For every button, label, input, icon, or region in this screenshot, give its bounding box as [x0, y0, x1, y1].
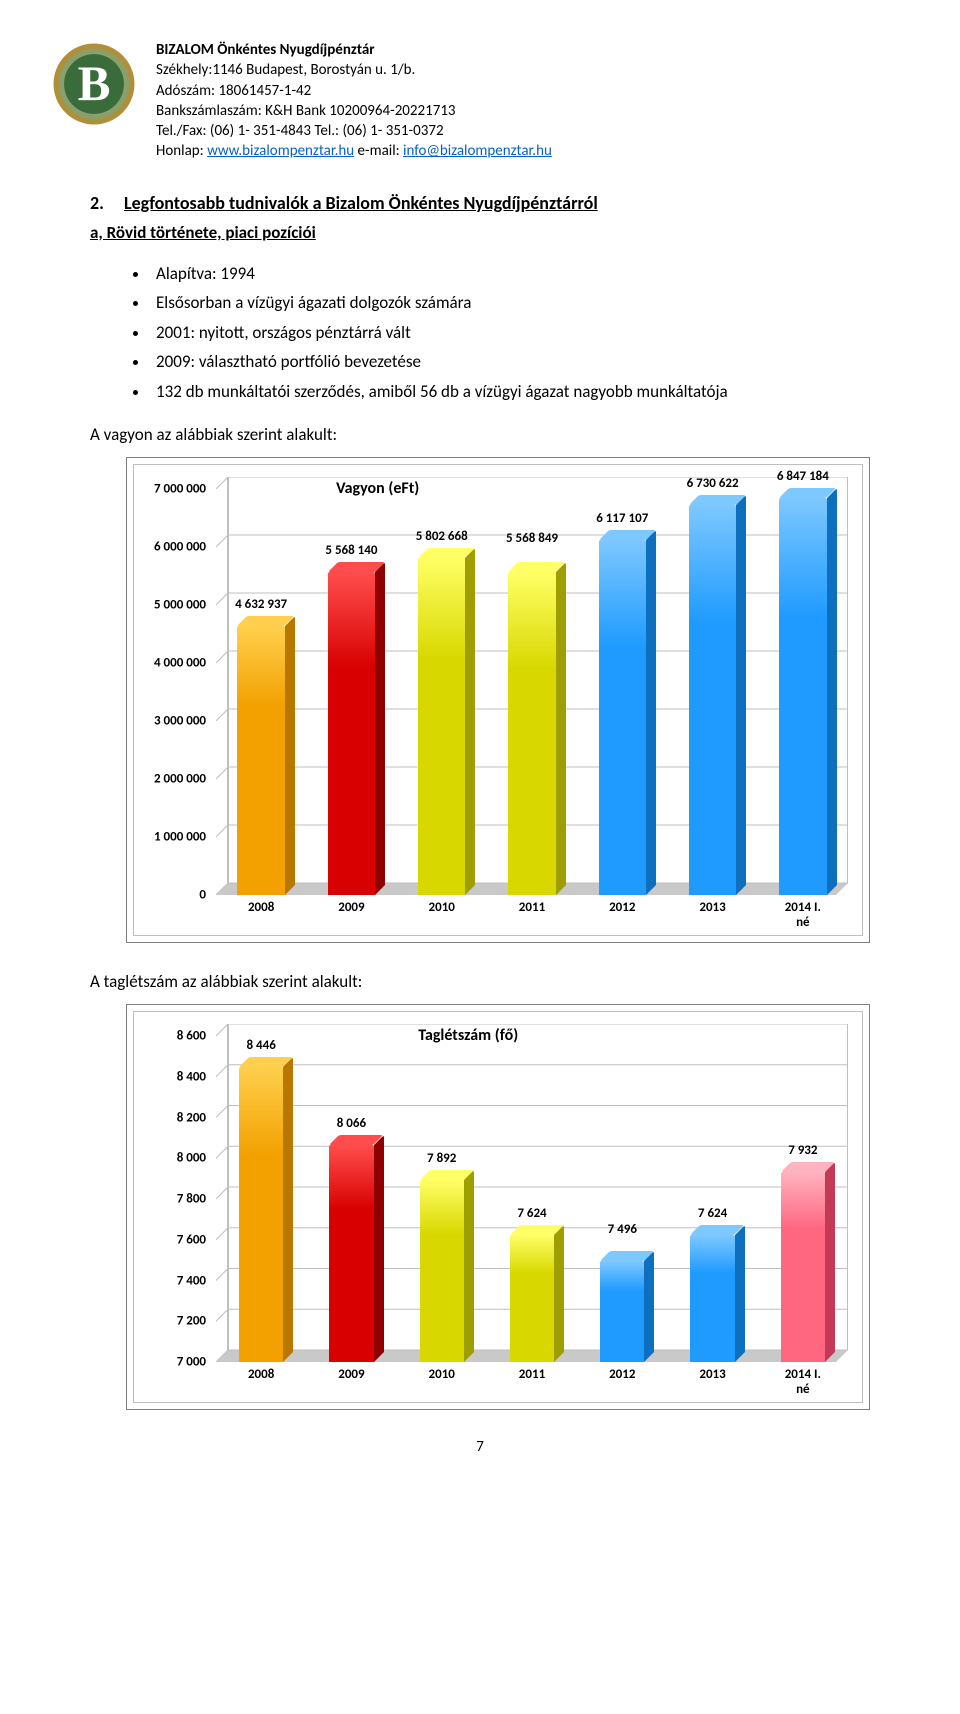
y-tick: 7 800: [177, 1192, 206, 1207]
chart-bar: [418, 558, 465, 895]
y-tick: 3 000 000: [154, 714, 206, 729]
chart2-x-axis: 2008200920102011201220132014 I.né: [216, 1368, 848, 1398]
chart-bar: [781, 1172, 825, 1362]
header-phone: Tel./Fax: (06) 1- 351-4843 Tel.: (06) 1-…: [156, 121, 552, 141]
tagletszam-chart: 7 000 7 200 7 400 7 600 7 800 8 000 8 200 8 400…: [126, 1004, 870, 1410]
header-text: BIZALOM Önkéntes Nyugdíjpénztár Székhely…: [156, 40, 552, 162]
x-tick: 2008: [216, 901, 306, 931]
y-tick: 8 000: [177, 1151, 206, 1166]
bar-value-label: 7 624: [517, 1206, 546, 1221]
bar-value-label: 7 496: [608, 1222, 637, 1237]
chart-bar: [508, 572, 555, 895]
vagyon-chart: 0 1 000 000 2 000 000 3 000 000 4 000 000 5 0…: [126, 457, 870, 943]
bar-value-label: 8 446: [246, 1038, 275, 1053]
bar-value-label: 4 632 937: [235, 597, 287, 612]
bar-value-label: 8 066: [337, 1116, 366, 1131]
y-tick: 7 400: [177, 1273, 206, 1288]
header-bank: Bankszámlaszám: K&H Bank 10200964-202217…: [156, 101, 552, 121]
org-logo: B: [50, 40, 138, 128]
chart1-y-axis: 01 000 0002 000 0003 000 0004 000 0005 0…: [134, 477, 212, 895]
chart-bar: [690, 1235, 734, 1362]
bar-value-label: 6 117 107: [596, 511, 648, 526]
header-address: Székhely:1146 Budapest, Borostyán u. 1/b…: [156, 60, 552, 80]
y-tick: 7 000: [177, 1355, 206, 1370]
x-tick: 2011: [487, 901, 577, 931]
bar-value-label: 5 802 668: [416, 529, 468, 544]
list-item: Alapítva: 1994: [150, 261, 870, 287]
bar-value-label: 7 892: [427, 1151, 456, 1166]
y-tick: 4 000 000: [154, 656, 206, 671]
y-tick: 7 200: [177, 1314, 206, 1329]
email-prefix: e-mail:: [354, 142, 403, 160]
chart-title: Vagyon (eFt): [336, 479, 419, 498]
chart-bar: [329, 1145, 373, 1362]
chart-bar: [510, 1235, 554, 1362]
email-link[interactable]: info@bizalompenztar.hu: [403, 142, 552, 160]
x-tick: 2012: [577, 1368, 667, 1398]
y-tick: 6 000 000: [154, 540, 206, 555]
y-tick: 2 000 000: [154, 772, 206, 787]
chart1-x-axis: 2008200920102011201220132014 I.né: [216, 901, 848, 931]
list-item: 132 db munkáltatói szerződés, amiből 56 …: [150, 379, 870, 405]
y-tick: 7 000 000: [154, 482, 206, 497]
bar-value-label: 6 730 622: [687, 476, 739, 491]
svg-text:B: B: [78, 56, 111, 111]
section-number: 2.: [90, 192, 124, 214]
chart2-plot-area: 8 446 8 066 7 892 7 624 7 496 7 624 7 932 Taglé…: [216, 1024, 848, 1362]
chart-title: Taglétszám (fő): [418, 1026, 518, 1045]
y-tick: 0: [199, 888, 206, 903]
org-name: BIZALOM Önkéntes Nyugdíjpénztár: [156, 40, 552, 60]
x-tick: 2014 I.né: [758, 1368, 848, 1398]
chart2-y-axis: 7 0007 2007 4007 6007 8008 0008 2008 400…: [134, 1024, 212, 1362]
x-tick: 2012: [577, 901, 667, 931]
web-prefix: Honlap:: [156, 142, 207, 160]
bar-value-label: 5 568 849: [506, 531, 558, 546]
bar-value-label: 6 847 184: [777, 469, 829, 484]
chart-bar: [599, 540, 646, 895]
x-tick: 2014 I.né: [758, 901, 848, 931]
web-link[interactable]: www.bizalompenztar.hu: [207, 142, 354, 160]
y-tick: 8 400: [177, 1069, 206, 1084]
list-item: Elsősorban a vízügyi ágazati dolgozók sz…: [150, 290, 870, 316]
list-item: 2009: választható portfólió bevezetése: [150, 349, 870, 375]
bullet-list: Alapítva: 1994 Elsősorban a vízügyi ágaza…: [150, 261, 870, 405]
section-title: Legfontosabb tudnivalók a Bizalom Önként…: [124, 192, 598, 214]
header-web-line: Honlap: www.bizalompenztar.hu e-mail: in…: [156, 141, 552, 161]
chart-bar: [689, 505, 736, 895]
x-tick: 2013: [667, 1368, 757, 1398]
y-tick: 1 000 000: [154, 830, 206, 845]
list-item: 2001: nyitott, országos pénztárrá vált: [150, 320, 870, 346]
chart-bar: [420, 1180, 464, 1362]
section-heading: 2.Legfontosabb tudnivalók a Bizalom Önké…: [90, 192, 870, 214]
bar-value-label: 5 568 140: [325, 543, 377, 558]
x-tick: 2010: [397, 901, 487, 931]
header-taxno: Adószám: 18061457-1-42: [156, 81, 552, 101]
x-tick: 2011: [487, 1368, 577, 1398]
x-tick: 2013: [667, 901, 757, 931]
letterhead: B BIZALOM Önkéntes Nyugdíjpénztár Székhe…: [50, 40, 870, 162]
bar-value-label: 7 624: [698, 1206, 727, 1221]
chart-bar: [328, 572, 375, 895]
chart1-plot-area: 4 632 937 5 568 140 5 802 668 5 568 849 6 11…: [216, 477, 848, 895]
page-number: 7: [90, 1438, 870, 1456]
text-before-chart1: A vagyon az alábbiak szerint alakult:: [90, 424, 870, 445]
y-tick: 7 600: [177, 1232, 206, 1247]
bar-value-label: 7 932: [788, 1143, 817, 1158]
chart-bar: [779, 498, 826, 895]
x-tick: 2008: [216, 1368, 306, 1398]
chart-bar: [600, 1261, 644, 1362]
y-tick: 8 200: [177, 1110, 206, 1125]
x-tick: 2009: [306, 901, 396, 931]
y-tick: 5 000 000: [154, 598, 206, 613]
section-subheading: a, Rövid története, piaci pozíciói: [90, 222, 870, 243]
y-tick: 8 600: [177, 1029, 206, 1044]
x-tick: 2010: [397, 1368, 487, 1398]
x-tick: 2009: [306, 1368, 396, 1398]
chart-bar: [239, 1067, 283, 1362]
page: B BIZALOM Önkéntes Nyugdíjpénztár Székhe…: [0, 0, 960, 1486]
chart-bar: [237, 626, 284, 895]
text-before-chart2: A taglétszám az alábbiak szerint alakult…: [90, 971, 870, 992]
